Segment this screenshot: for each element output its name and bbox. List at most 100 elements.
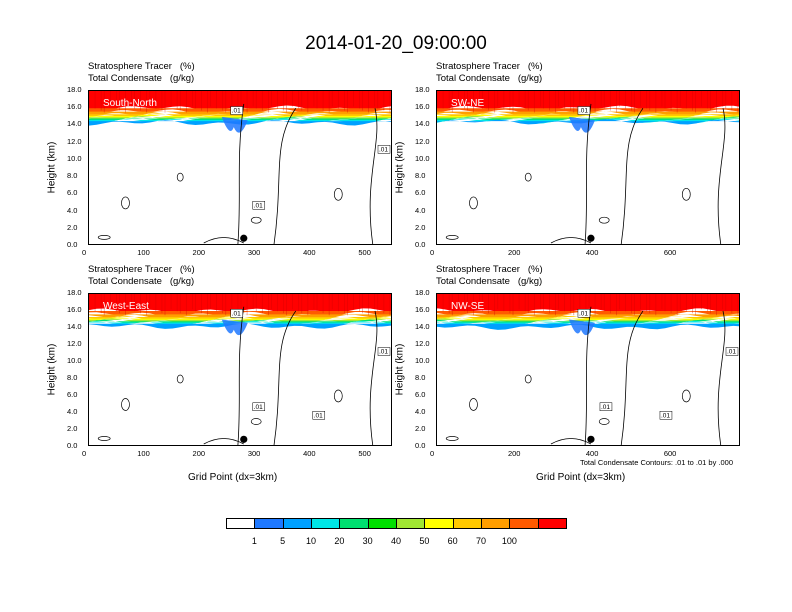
plot-svg: .01 bbox=[437, 91, 739, 244]
y-tick-label: 12.0 bbox=[415, 339, 430, 348]
x-tick-label: 200 bbox=[507, 449, 521, 458]
condensate-blob bbox=[598, 216, 610, 224]
region-label: West-East bbox=[103, 301, 149, 312]
y-tick-label: 16.0 bbox=[415, 305, 430, 314]
contour-label-box bbox=[577, 309, 591, 318]
tracer-band bbox=[89, 114, 391, 120]
condensate-blob bbox=[176, 172, 184, 182]
condensate-blob bbox=[333, 389, 343, 403]
y-tick-label: 14.0 bbox=[415, 322, 430, 331]
contour-label-box bbox=[577, 106, 591, 115]
tracer-band bbox=[89, 318, 391, 324]
colorbar-label: 30 bbox=[362, 536, 373, 546]
tracer-band bbox=[89, 116, 391, 122]
x-axis-label: Grid Point (dx=3km) bbox=[188, 472, 278, 483]
y-tick-label: 4.0 bbox=[67, 407, 78, 416]
condensate-blob bbox=[524, 172, 532, 182]
contour-label: .01 bbox=[579, 108, 588, 115]
condensate-contour bbox=[584, 103, 592, 244]
condensate-blob bbox=[681, 187, 691, 201]
contour-label: .01 bbox=[232, 310, 241, 317]
y-axis-label: Height (km) bbox=[394, 141, 406, 193]
x-tick-label: 500 bbox=[358, 449, 371, 458]
contour-label-box bbox=[312, 411, 326, 420]
contour-label: .01 bbox=[379, 146, 388, 153]
region-label: South-North bbox=[103, 98, 157, 109]
x-tick-label: 300 bbox=[247, 449, 261, 458]
tracer-band bbox=[437, 323, 739, 330]
x-tick-label: 500 bbox=[358, 248, 371, 257]
x-tick-label: 400 bbox=[303, 248, 316, 257]
x-tick-label: 200 bbox=[507, 248, 521, 257]
contour-label: .01 bbox=[661, 412, 670, 419]
condensate-contour bbox=[237, 103, 245, 244]
y-tick-label: 8.0 bbox=[415, 171, 426, 181]
y-tick-label: 10.0 bbox=[67, 356, 82, 365]
colorbar-label: 20 bbox=[334, 536, 345, 546]
tracer-band bbox=[437, 314, 739, 320]
y-axis-label: Height (km) bbox=[46, 141, 58, 193]
condensate-blob bbox=[681, 389, 691, 403]
contour-label-box bbox=[377, 347, 391, 356]
colorbar-swatch bbox=[396, 518, 426, 529]
tracer-band bbox=[89, 294, 391, 314]
contour-label: .01 bbox=[727, 349, 736, 356]
y-tick-label: 16.0 bbox=[415, 102, 430, 112]
condensate-blob bbox=[445, 436, 459, 441]
contour-label: .01 bbox=[254, 404, 263, 411]
colorbar-swatch bbox=[537, 518, 567, 529]
y-axis-label: Height (km) bbox=[394, 343, 406, 395]
tracer-band bbox=[437, 91, 739, 111]
colorbar-swatch bbox=[367, 518, 397, 529]
y-tick-label: 6.0 bbox=[67, 188, 78, 198]
x-tick-label: 0 bbox=[430, 248, 435, 257]
contour-label-box bbox=[230, 309, 244, 318]
panel-subtitle: Stratosphere Tracer (%) Total Condensate… bbox=[436, 61, 543, 84]
colorbar-swatch bbox=[481, 518, 511, 529]
contour-label: .01 bbox=[232, 108, 241, 115]
contour-note: Total Condensate Contours: .01 to .01 by… bbox=[580, 458, 734, 467]
y-tick-label: 12.0 bbox=[67, 136, 82, 146]
y-tick-label: 12.0 bbox=[415, 136, 430, 146]
condensate-contour bbox=[273, 310, 297, 445]
plot-svg: .01 .01 .01 .01 bbox=[437, 294, 739, 445]
condensate-contour bbox=[717, 310, 726, 445]
condensate-contour bbox=[273, 107, 297, 244]
x-tick-label: 200 bbox=[192, 449, 206, 458]
y-tick-label: 8.0 bbox=[67, 373, 78, 382]
y-axis-label: Height (km) bbox=[46, 343, 58, 395]
y-tick-label: 6.0 bbox=[415, 390, 426, 399]
colorbar-label: 50 bbox=[419, 536, 430, 546]
colorbar-swatch bbox=[424, 518, 454, 529]
colorbar-label: 70 bbox=[475, 536, 487, 546]
colorbar-swatch bbox=[339, 518, 369, 529]
figure-title: 2014-01-20_09:00:00 bbox=[305, 33, 487, 54]
condensate-contour bbox=[717, 108, 726, 244]
location-marker bbox=[587, 435, 595, 443]
condensate-blob bbox=[469, 398, 478, 411]
colorbar-label: 100 bbox=[501, 536, 517, 546]
condensate-blob bbox=[97, 235, 111, 240]
condensate-blob bbox=[97, 436, 111, 441]
region-label: SW-NE bbox=[451, 98, 485, 109]
panel-subtitle: Stratosphere Tracer (%) Total Condensate… bbox=[88, 61, 195, 84]
condensate-contour bbox=[550, 237, 592, 244]
y-tick-label: 8.0 bbox=[67, 171, 78, 181]
x-tick-label: 600 bbox=[663, 449, 677, 458]
y-tick-label: 2.0 bbox=[415, 222, 426, 232]
convective-intrusion bbox=[221, 116, 248, 133]
condensate-contour bbox=[237, 306, 245, 445]
condensate-contour bbox=[584, 306, 592, 445]
y-tick-label: 18.0 bbox=[67, 85, 82, 94]
colorbar-label: 1 bbox=[251, 536, 257, 546]
y-tick-label: 16.0 bbox=[67, 305, 82, 314]
colorbar-label: 10 bbox=[305, 536, 317, 546]
x-tick-label: 400 bbox=[585, 248, 599, 257]
colorbar-swatch bbox=[254, 518, 284, 529]
y-tick-label: 14.0 bbox=[67, 322, 82, 331]
x-tick-label: 400 bbox=[585, 449, 599, 458]
condensate-blob bbox=[524, 374, 532, 384]
region-label: NW-SE bbox=[451, 301, 485, 312]
y-tick-label: 18.0 bbox=[415, 85, 430, 94]
contour-label-box bbox=[659, 411, 673, 420]
